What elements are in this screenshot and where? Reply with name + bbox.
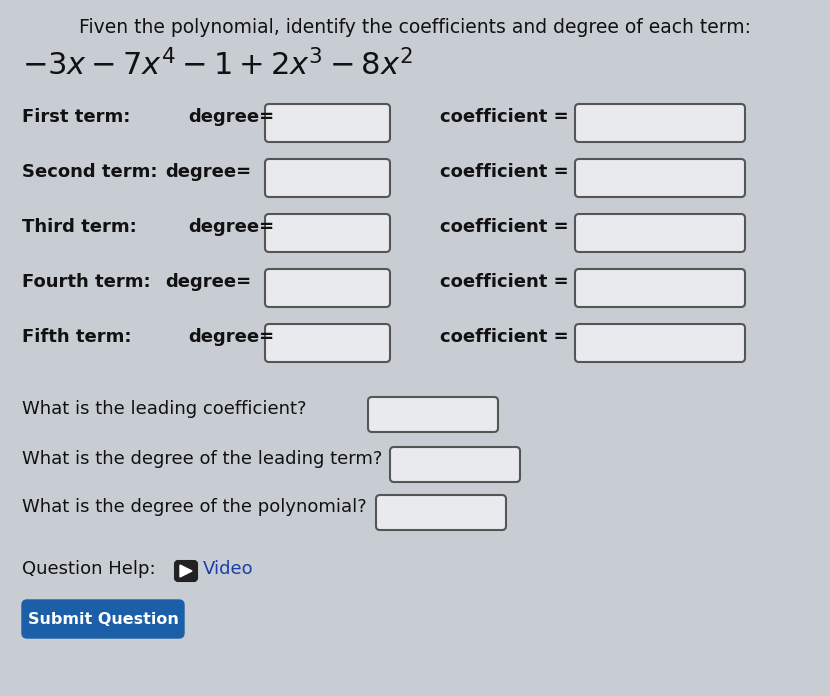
Text: Fourth term:: Fourth term: — [22, 273, 150, 291]
FancyBboxPatch shape — [368, 397, 498, 432]
Text: $-3x - 7x^4 - 1 + 2x^3 - 8x^2$: $-3x - 7x^4 - 1 + 2x^3 - 8x^2$ — [22, 50, 413, 83]
Text: Third term:: Third term: — [22, 218, 137, 236]
Text: Second term:: Second term: — [22, 163, 158, 181]
Text: Question Help:: Question Help: — [22, 560, 155, 578]
Text: degree=: degree= — [165, 163, 251, 181]
Text: What is the leading coefficient?: What is the leading coefficient? — [22, 400, 306, 418]
FancyBboxPatch shape — [390, 447, 520, 482]
Text: degree=: degree= — [165, 273, 251, 291]
Text: Video: Video — [203, 560, 254, 578]
Text: coefficient =: coefficient = — [440, 218, 569, 236]
Text: degree=: degree= — [188, 108, 274, 126]
FancyBboxPatch shape — [265, 269, 390, 307]
FancyBboxPatch shape — [265, 324, 390, 362]
Text: Submit Question: Submit Question — [27, 612, 178, 628]
Text: degree=: degree= — [188, 218, 274, 236]
Text: What is the degree of the polynomial?: What is the degree of the polynomial? — [22, 498, 367, 516]
Text: degree=: degree= — [188, 328, 274, 346]
Text: coefficient =: coefficient = — [440, 163, 569, 181]
Text: What is the degree of the leading term?: What is the degree of the leading term? — [22, 450, 383, 468]
FancyBboxPatch shape — [22, 600, 184, 638]
FancyBboxPatch shape — [265, 159, 390, 197]
FancyBboxPatch shape — [575, 214, 745, 252]
Polygon shape — [180, 565, 192, 577]
Text: coefficient =: coefficient = — [440, 273, 569, 291]
FancyBboxPatch shape — [575, 159, 745, 197]
FancyBboxPatch shape — [175, 561, 197, 581]
FancyBboxPatch shape — [575, 104, 745, 142]
Text: coefficient =: coefficient = — [440, 328, 569, 346]
Text: coefficient =: coefficient = — [440, 108, 569, 126]
FancyBboxPatch shape — [265, 214, 390, 252]
Text: Fiven the polynomial, identify the coefficients and degree of each term:: Fiven the polynomial, identify the coeff… — [79, 18, 751, 37]
Text: First term:: First term: — [22, 108, 130, 126]
Text: Fifth term:: Fifth term: — [22, 328, 131, 346]
FancyBboxPatch shape — [575, 269, 745, 307]
FancyBboxPatch shape — [376, 495, 506, 530]
FancyBboxPatch shape — [575, 324, 745, 362]
FancyBboxPatch shape — [265, 104, 390, 142]
